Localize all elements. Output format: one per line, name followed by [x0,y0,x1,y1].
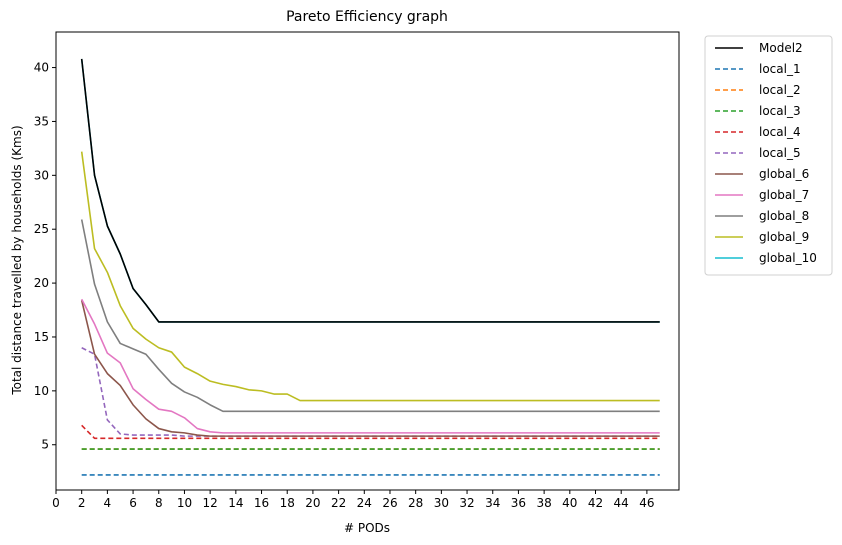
legend-label: global_8 [759,209,809,223]
x-tick-label: 12 [203,496,218,510]
legend-label: local_1 [759,62,801,76]
series-line-local-5 [81,347,660,437]
x-tick-label: 26 [382,496,397,510]
legend-label: global_7 [759,188,809,202]
legend: Model2 local_1 local_2 local_3 local_4 local_… [704,35,833,276]
x-tick-label: 30 [434,496,449,510]
y-axis-ticks: 5 10 15 20 25 30 35 40 [34,61,56,452]
x-tick-label: 20 [305,496,320,510]
x-axis-label: # PODs [344,521,390,535]
x-tick-label: 2 [78,496,86,510]
y-tick-label: 40 [34,61,49,75]
legend-label: global_10 [759,251,817,265]
chart-title: Pareto Efficiency graph [286,9,448,25]
y-tick-label: 35 [34,114,49,128]
series-line-global-8 [80,219,660,413]
legend-label: Model2 [759,41,803,55]
x-axis-ticks: 0 2 4 6 8 10 12 14 16 18 20 22 24 26 28 30 32 34 36 38 40 42 4… [52,490,655,510]
legend-label: local_5 [759,146,801,160]
series-line-global-6 [80,300,660,437]
series-line-model2 [80,58,660,323]
legend-label: global_6 [759,167,809,181]
y-axis-label: Total distance travelled by households (… [10,125,24,395]
y-tick-label: 25 [34,222,49,236]
series-line-local-4 [81,424,660,440]
legend-label: local_2 [759,83,801,97]
x-tick-label: 36 [511,496,526,510]
x-tick-label: 16 [254,496,269,510]
series-lines [80,58,660,476]
series-line-global-9 [80,151,660,402]
series-line-global-10 [80,58,660,323]
x-tick-label: 4 [104,496,112,510]
x-tick-label: 42 [588,496,603,510]
legend-label: local_3 [759,104,801,118]
x-tick-label: 40 [562,496,577,510]
x-tick-label: 14 [228,496,243,510]
x-tick-label: 0 [52,496,60,510]
x-tick-label: 34 [485,496,500,510]
x-tick-label: 38 [536,496,551,510]
legend-label: local_4 [759,125,801,139]
legend-label: global_9 [759,230,809,244]
x-tick-label: 8 [155,496,163,510]
y-tick-label: 5 [41,438,49,452]
y-tick-label: 10 [34,384,49,398]
x-tick-label: 24 [357,496,372,510]
x-tick-label: 32 [459,496,474,510]
series-line-global-7 [80,298,660,434]
y-tick-label: 20 [34,276,49,290]
x-tick-label: 18 [280,496,295,510]
y-tick-label: 15 [34,330,49,344]
x-tick-label: 28 [408,496,423,510]
x-tick-label: 44 [614,496,629,510]
x-tick-label: 6 [129,496,137,510]
y-tick-label: 30 [34,168,49,182]
plot-frame [55,31,680,491]
x-tick-label: 10 [177,496,192,510]
x-tick-label: 22 [331,496,346,510]
x-tick-label: 46 [639,496,654,510]
